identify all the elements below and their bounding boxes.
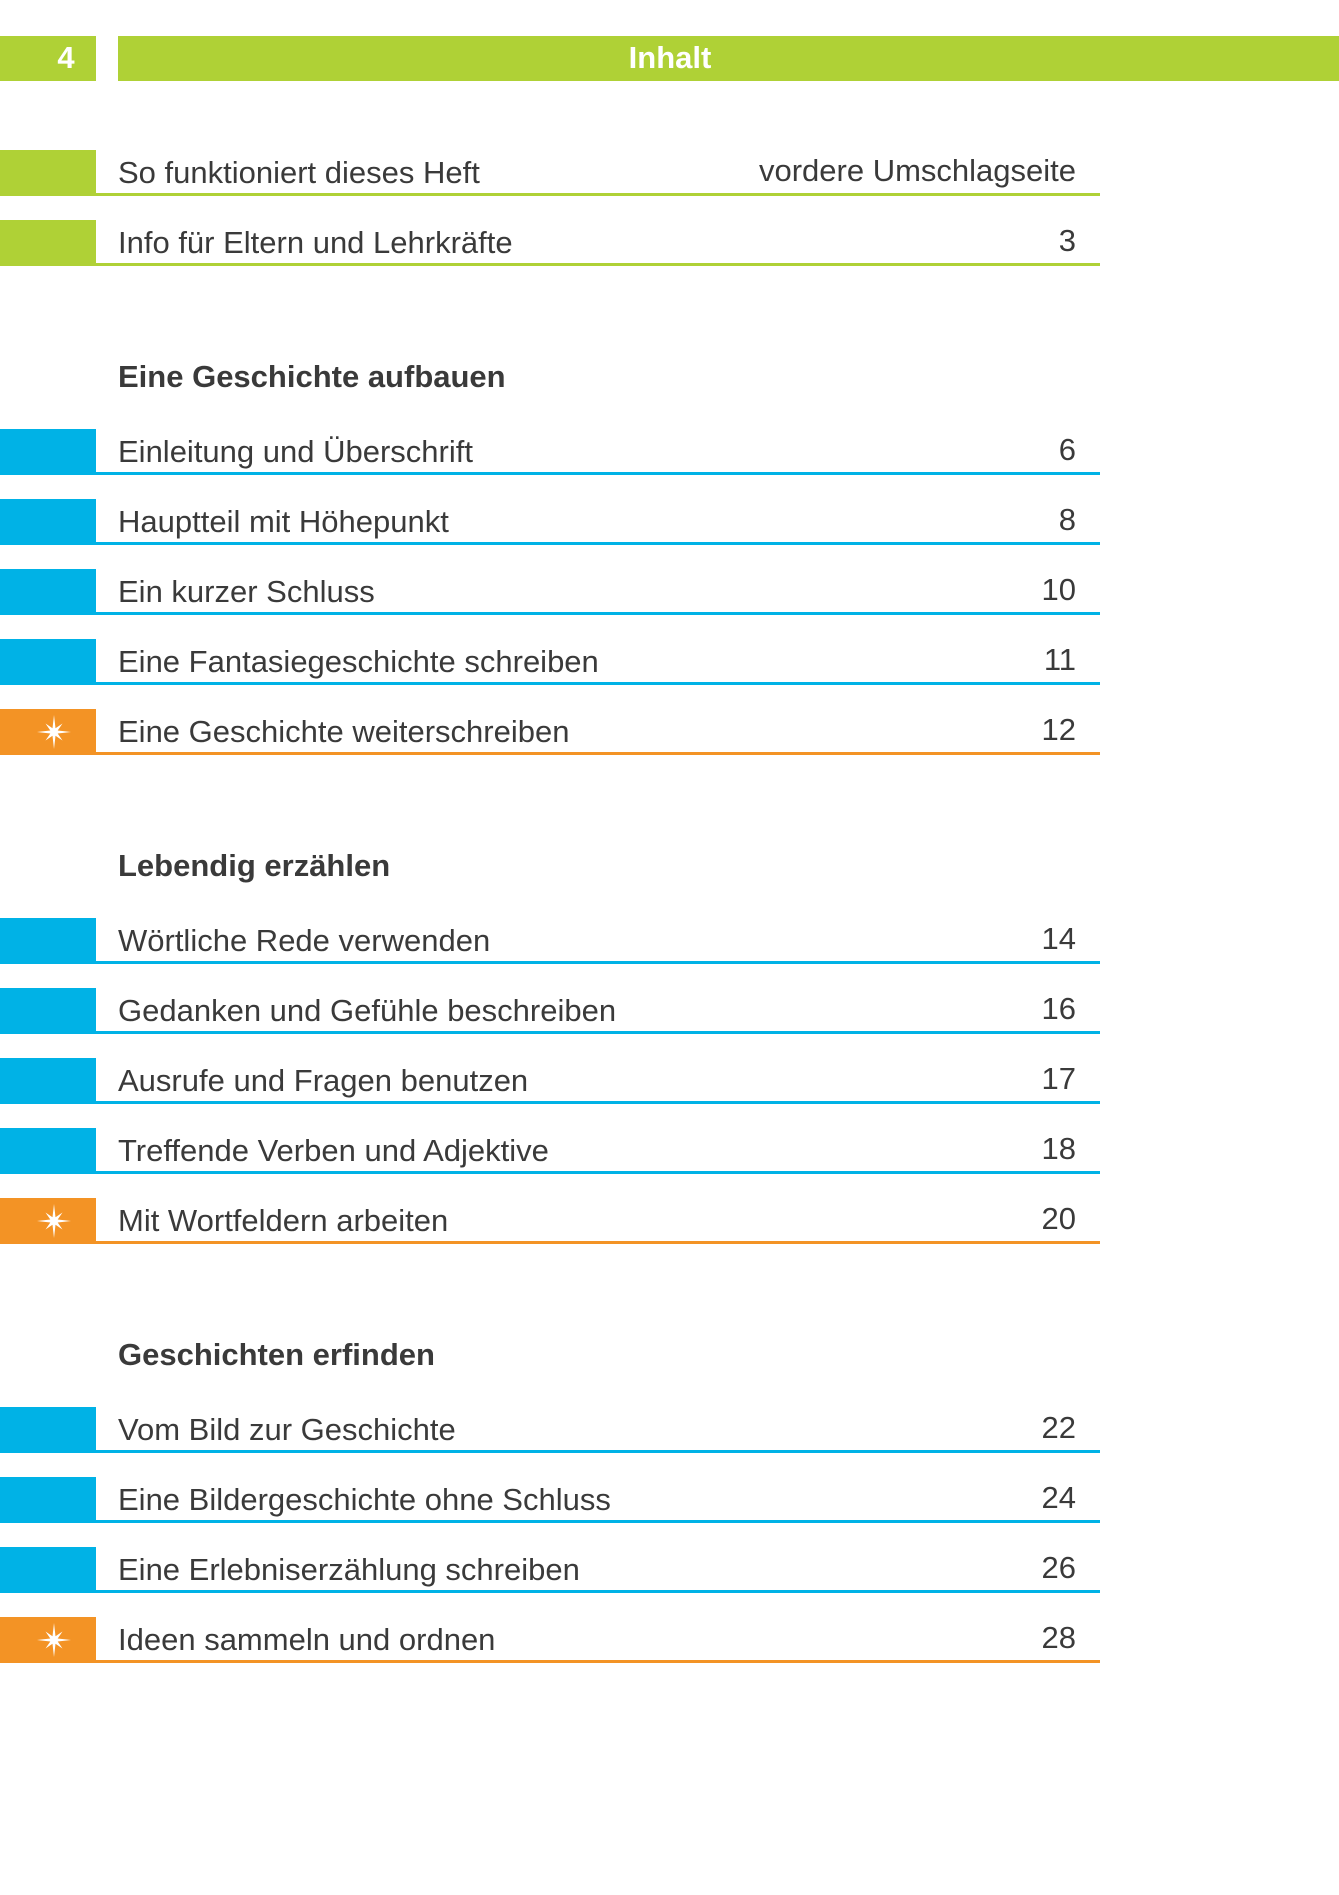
section-heading: Geschichten erfinden [118,1337,435,1372]
entry-page: 20 [1042,1201,1076,1236]
row-block [0,499,96,545]
entry-title: Eine Erlebniserzählung schreiben [118,1552,580,1587]
row-block [0,429,96,475]
entry-page: 16 [1042,991,1076,1026]
row-underline [96,542,1100,545]
entry-title: Eine Bildergeschichte ohne Schluss [118,1482,611,1517]
row-underline [96,612,1100,615]
row-block [0,1058,96,1104]
entry-title: So funktioniert dieses Heft [118,155,480,190]
entry-page: 3 [1059,223,1076,258]
entry-title: Ein kurzer Schluss [118,574,375,609]
star-icon [37,1623,71,1657]
entry-title: Eine Fantasiegeschichte schreiben [118,644,599,679]
row-block [0,1407,96,1453]
row-block [0,220,96,266]
entry-title: Info für Eltern und Lehrkräfte [118,225,513,260]
row-underline [96,752,1100,755]
header-title: Inhalt [629,40,712,75]
entry-title: Mit Wortfeldern arbeiten [118,1203,448,1238]
entry-page: vordere Umschlagseite [759,153,1076,188]
header-number-block [0,36,96,81]
row-underline [96,961,1100,964]
row-block [0,988,96,1034]
entry-page: 26 [1042,1550,1076,1585]
section-heading: Eine Geschichte aufbauen [118,359,506,394]
row-block [0,569,96,615]
row-block [0,918,96,964]
row-underline [96,1520,1100,1523]
entry-title: Ideen sammeln und ordnen [118,1622,495,1657]
entry-page: 18 [1042,1131,1076,1166]
entry-title: Gedanken und Gefühle beschreiben [118,993,616,1028]
entry-title: Einleitung und Überschrift [118,434,473,469]
entry-page: 14 [1042,921,1076,956]
header-bar [118,36,1339,81]
entry-page: 28 [1042,1620,1076,1655]
row-underline [96,472,1100,475]
section-heading: Lebendig erzählen [118,848,390,883]
entry-title: Vom Bild zur Geschichte [118,1412,456,1447]
row-underline [96,1660,1100,1663]
row-underline [96,1590,1100,1593]
entry-title: Treffende Verben und Adjektive [118,1133,549,1168]
entry-page: 8 [1059,502,1076,537]
row-block [0,150,96,196]
entry-title: Eine Geschichte weiterschreiben [118,714,569,749]
row-block [0,1547,96,1593]
entry-page: 12 [1042,712,1076,747]
entry-page: 10 [1042,572,1076,607]
entry-page: 6 [1059,432,1076,467]
row-underline [96,1450,1100,1453]
entry-title: Wörtliche Rede verwenden [118,923,490,958]
entry-page: 11 [1044,642,1076,677]
page-number: 4 [57,40,75,75]
row-underline [96,193,1100,196]
row-block [0,1128,96,1174]
row-block [0,639,96,685]
row-underline [96,1101,1100,1104]
star-icon [37,715,71,749]
row-underline [96,1171,1100,1174]
entry-page: 24 [1042,1480,1076,1515]
entry-title: Hauptteil mit Höhepunkt [118,504,449,539]
entry-page: 17 [1042,1061,1076,1096]
row-underline [96,682,1100,685]
entry-page: 22 [1042,1410,1076,1445]
row-block [0,1477,96,1523]
star-icon [37,1204,71,1238]
row-underline [96,1031,1100,1034]
row-underline [96,263,1100,266]
entry-title: Ausrufe und Fragen benutzen [118,1063,528,1098]
row-underline [96,1241,1100,1244]
